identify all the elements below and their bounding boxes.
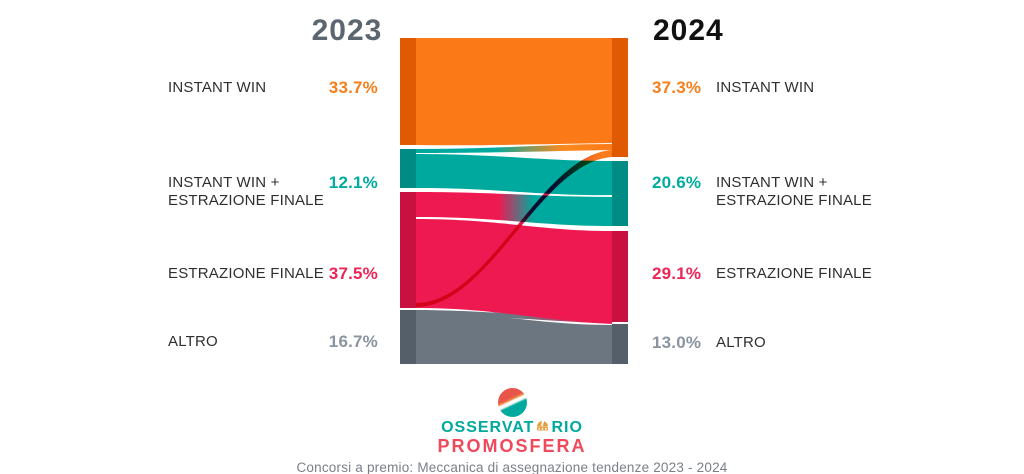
logo-osservatorio-post: RIO: [551, 419, 583, 436]
logo-osservatorio-pre: OSSERVAT: [441, 419, 535, 436]
node-2024-altro: [612, 324, 628, 364]
label-2024-estrazione-finale: ESTRAZIONE FINALE: [716, 265, 872, 282]
value-2024-instant-win-estrazione: 20.6%: [652, 173, 702, 192]
node-2023-iwef: [400, 149, 416, 188]
promosfera-sphere-logo-icon: [497, 388, 527, 417]
node-2024-instant-win: [612, 38, 628, 157]
flow-estrazione-estrazione: [416, 219, 612, 322]
label-2023-altro: ALTRO: [168, 333, 218, 350]
year-title-2023: 2023: [311, 14, 383, 47]
value-2023-instant-win: 33.7%: [328, 78, 378, 97]
flow-instantwin-instantwin: [416, 38, 612, 146]
footer: OSSERVAT RIO PROMOSFERA Concorsi a premi…: [0, 388, 1024, 474]
observatory-dome-icon: [536, 419, 549, 437]
flow-altro-estrazione: [416, 310, 612, 324]
value-2024-instant-win: 37.3%: [652, 78, 702, 97]
logo-osservatorio: OSSERVAT RIO: [441, 419, 583, 437]
label-2023-instant-win: INSTANT WIN: [168, 79, 267, 96]
node-2023-altro: [400, 310, 416, 364]
chart-caption: Concorsi a premio: Meccanica di assegnaz…: [296, 460, 728, 474]
sankey-diagram: [400, 38, 628, 364]
label-2024-instant-win-estrazione: INSTANT WIN + ESTRAZIONE FINALE: [716, 174, 872, 210]
value-2024-estrazione-finale: 29.1%: [652, 264, 702, 283]
year-title-2024: 2024: [653, 14, 724, 47]
label-2024-instant-win: INSTANT WIN: [716, 79, 815, 96]
logo-promosfera: PROMOSFERA: [437, 436, 587, 456]
value-2023-altro: 16.7%: [328, 332, 378, 351]
flow-iwef-instantwin: [416, 144, 612, 153]
value-2023-estrazione-finale: 37.5%: [328, 264, 378, 283]
flow-iwef-iwef: [416, 154, 612, 196]
flow-altro-altro: [416, 312, 612, 364]
value-2024-altro: 13.0%: [652, 333, 702, 352]
label-2023-estrazione-finale: ESTRAZIONE FINALE: [168, 265, 324, 282]
node-2024-iwef: [612, 161, 628, 226]
label-2024-altro: ALTRO: [716, 334, 766, 351]
node-2023-instant-win: [400, 38, 416, 145]
value-2023-instant-win-estrazione: 12.1%: [328, 173, 378, 192]
label-2023-instant-win-estrazione: INSTANT WIN + ESTRAZIONE FINALE: [168, 174, 324, 210]
flow-estrazione-iwef: [416, 192, 612, 226]
node-2023-estrazione: [400, 192, 416, 308]
node-2024-estrazione: [612, 231, 628, 322]
